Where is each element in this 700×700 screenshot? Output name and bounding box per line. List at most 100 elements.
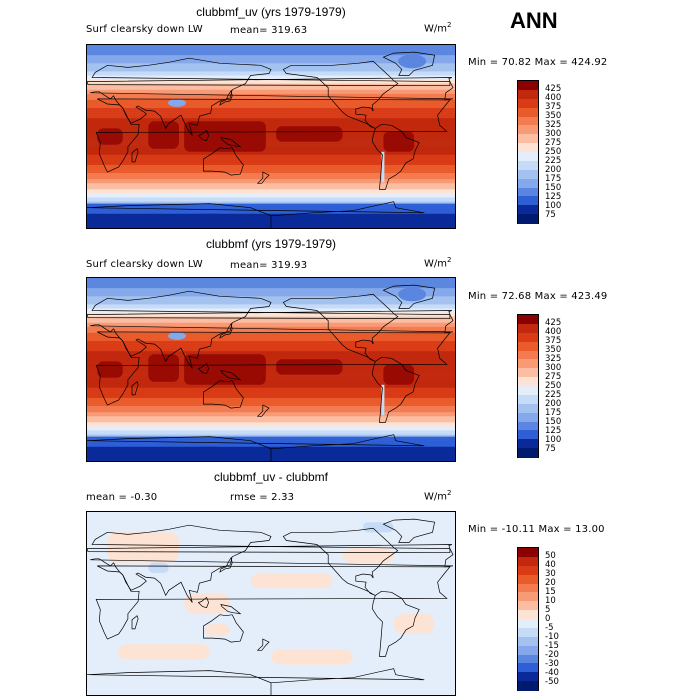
field-band <box>87 320 455 324</box>
field-band <box>87 81 455 84</box>
greenland-cold-region <box>398 287 427 302</box>
antarctic-cold-region <box>159 213 260 222</box>
colorbar-level-label: 325 <box>545 353 562 364</box>
diff-positive-region <box>271 649 353 665</box>
coastline-newguinea <box>220 370 242 381</box>
coastline-samerica <box>371 356 420 423</box>
field-band <box>87 318 455 321</box>
field-band <box>87 420 455 423</box>
warm-pool-region <box>148 121 179 149</box>
colorbar-swatch <box>518 98 538 109</box>
colorbar-swatch <box>518 448 538 458</box>
field-band <box>87 377 455 380</box>
field-band <box>87 209 455 213</box>
field-band <box>87 91 455 95</box>
panel2-units: W/m2 <box>424 256 452 270</box>
colorbar-swatch <box>518 663 538 673</box>
coastline-namerica <box>282 293 399 362</box>
colorbar-swatch <box>518 430 538 440</box>
colorbar-swatch <box>518 386 538 396</box>
colorbar-level-label: -30 <box>545 658 559 669</box>
colorbar-swatch <box>518 350 538 360</box>
coastline-antarctica <box>87 201 425 228</box>
colorbar-swatch <box>518 583 538 593</box>
coastline-samerica <box>371 123 420 190</box>
colorbar-swatch <box>518 89 538 100</box>
field-band <box>87 144 455 147</box>
field-band <box>87 101 455 105</box>
field-band <box>87 199 455 202</box>
field-band <box>87 446 455 450</box>
colorbar-swatch <box>518 645 538 655</box>
field-band <box>87 367 455 370</box>
colorbar-swatch <box>518 143 538 153</box>
greenland-cold-region <box>398 54 427 69</box>
field-band <box>87 418 455 421</box>
field-band <box>87 99 455 103</box>
panel1-colorbar-labels: 425 400 375 350 325 300 275 250 225 200 175 150 125 1… <box>545 80 585 224</box>
field-band <box>87 79 455 82</box>
colorbar-swatch <box>518 565 538 576</box>
colorbar-swatch <box>518 672 538 682</box>
field-band <box>87 103 455 107</box>
coastline-borneo <box>197 129 209 142</box>
field-band <box>87 361 455 364</box>
field-band <box>87 75 455 78</box>
panel3-colorbar-labels: 50 40 30 20 15 10 5 0 -5 -10 -15 -20 -30 -40 -50 <box>545 547 585 691</box>
field-band <box>87 108 455 111</box>
field-band <box>87 77 455 80</box>
diff-positive-region <box>250 573 333 589</box>
colorbar-swatch <box>518 368 538 378</box>
colorbar-level-label: 225 <box>545 155 562 166</box>
colorbar-swatch <box>518 610 538 620</box>
field-band <box>87 189 455 192</box>
colorbar-swatch <box>518 323 538 334</box>
field-band <box>87 414 455 417</box>
colorbar-level-label: 5 <box>545 604 551 615</box>
colorbar-swatch <box>518 341 538 351</box>
field-band <box>87 385 455 389</box>
field-band <box>87 128 455 131</box>
field-band <box>87 424 455 427</box>
field-band <box>87 308 455 311</box>
field-band <box>87 136 455 139</box>
colorbar-swatch <box>518 439 538 449</box>
colorbar-level-label: 200 <box>545 398 562 409</box>
field-band <box>87 436 455 439</box>
colorbar-swatch <box>518 152 538 162</box>
field-band <box>87 284 455 287</box>
field-band <box>87 306 455 309</box>
coastline-samerica <box>371 590 420 657</box>
field-band <box>87 195 455 198</box>
colorbar-level-label: -40 <box>545 667 559 678</box>
coastline-eurasia <box>90 57 454 136</box>
field-band <box>87 438 455 441</box>
colorbar-level-label: 175 <box>545 407 562 418</box>
field-band <box>87 383 455 387</box>
field-band <box>87 369 455 372</box>
coastline-eurasia <box>90 524 454 603</box>
coastline-uk <box>87 310 453 320</box>
colorbar-level-label: 250 <box>545 380 562 391</box>
field-band <box>87 169 455 172</box>
field-band <box>87 379 455 382</box>
colorbar-swatch <box>518 81 538 91</box>
coastline-newguinea <box>220 604 242 615</box>
colorbar-swatch <box>518 107 538 117</box>
colorbar-level-label: 15 <box>545 586 556 597</box>
panel3-title: clubbmf_uv - clubbmf <box>213 470 329 484</box>
colorbar-level-label: 225 <box>545 389 562 400</box>
colorbar-level-label: 100 <box>545 200 562 211</box>
colorbar-swatch <box>518 332 538 343</box>
colorbar-level-label: -10 <box>545 631 559 642</box>
colorbar-swatch <box>518 134 538 144</box>
colorbar-swatch <box>518 214 538 224</box>
field-band <box>87 371 455 374</box>
field-band <box>87 428 455 431</box>
colorbar-swatch <box>518 205 538 215</box>
field-band <box>87 140 455 143</box>
field-band <box>87 164 455 168</box>
coastline-africa <box>95 331 451 406</box>
colorbar-level-label: 10 <box>545 595 556 606</box>
colorbar-level-label: 125 <box>545 191 562 202</box>
